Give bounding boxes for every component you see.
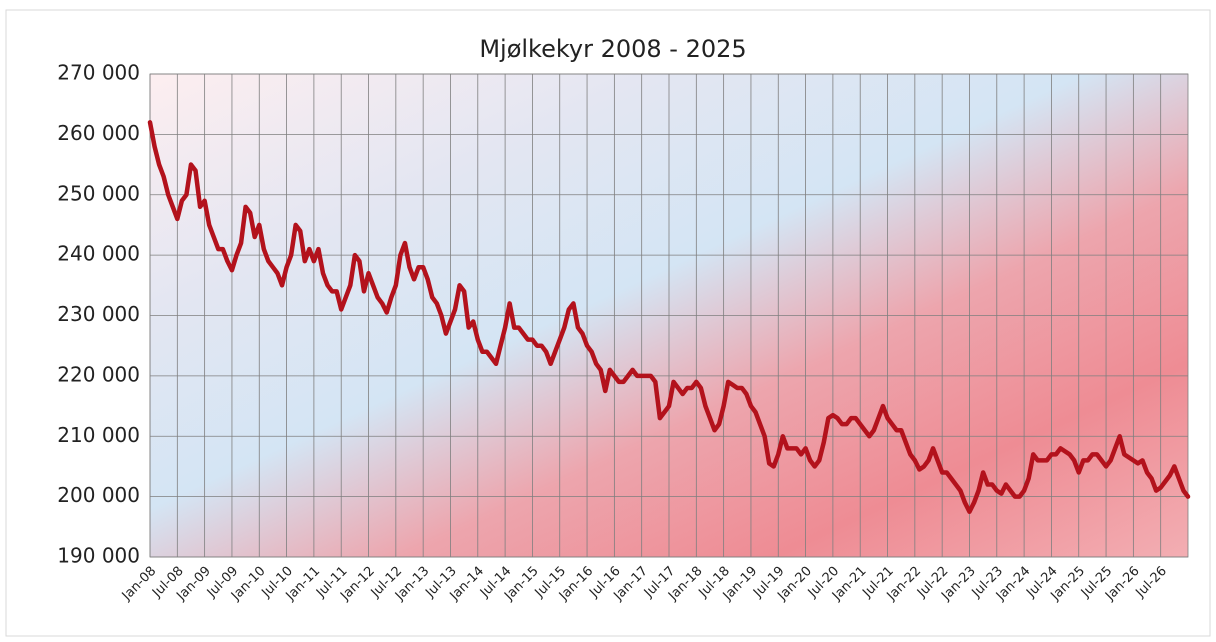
y-tick-label: 240 000 [57, 242, 140, 266]
y-tick-label: 230 000 [57, 302, 140, 326]
y-tick-label: 190 000 [57, 544, 140, 568]
plot-border [149, 73, 1189, 558]
y-tick-label: 220 000 [57, 362, 140, 386]
y-tick-label: 200 000 [57, 483, 140, 507]
data-line [147, 120, 1191, 514]
y-tick-label: 250 000 [57, 181, 140, 205]
y-tick-label: 260 000 [57, 121, 140, 145]
y-tick-label: 210 000 [57, 423, 140, 447]
chart-title: Mjølkekyr 2008 - 2025 [479, 35, 746, 63]
y-tick-label: 270 000 [57, 61, 140, 85]
